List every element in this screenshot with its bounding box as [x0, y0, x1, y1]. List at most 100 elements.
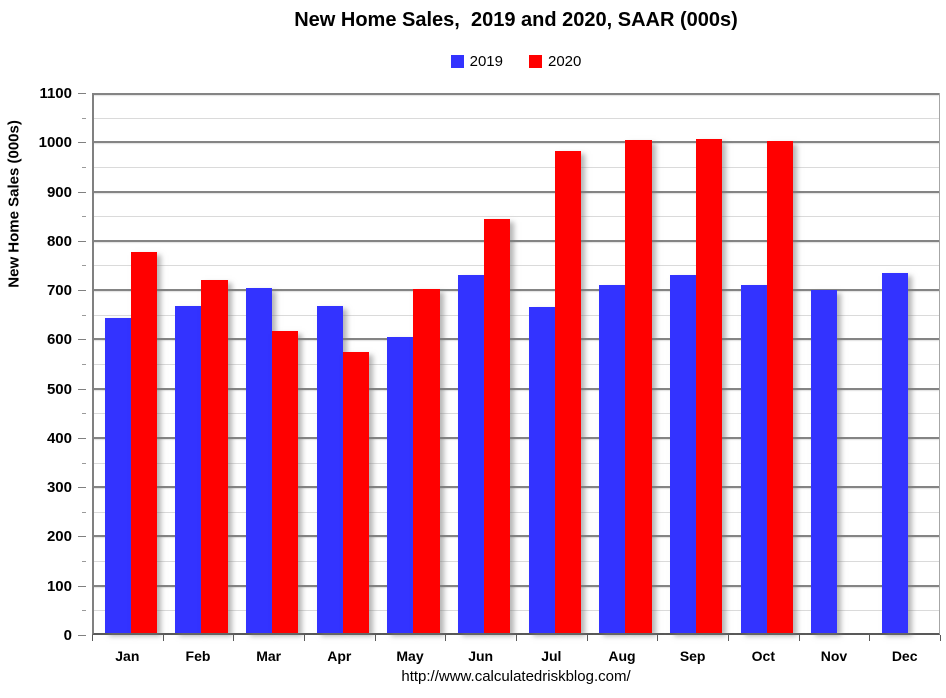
y-tick-mark-minor — [82, 314, 86, 316]
y-tick-label: 1000 — [38, 134, 72, 152]
y-tick-mark-minor — [82, 610, 86, 612]
bar-2019-Aug — [599, 285, 626, 633]
gridline-minor — [94, 462, 939, 464]
y-tick-mark — [78, 635, 86, 636]
bar-2019-Jan — [104, 317, 131, 633]
y-tick-mark-minor — [82, 364, 86, 365]
bar-2019-Feb — [175, 305, 202, 633]
x-tick-label-Mar: Mar — [256, 648, 282, 664]
gridline-major — [94, 387, 939, 390]
y-tick-label: 300 — [46, 479, 72, 497]
bar-2020-Jun — [484, 219, 511, 633]
x-tick-mark — [728, 635, 729, 641]
y-tick-mark-minor — [82, 561, 86, 563]
y-tick-mark — [78, 388, 86, 390]
gridline-minor — [94, 166, 939, 168]
x-tick-mark — [162, 635, 164, 641]
x-tick-label-Jul: Jul — [541, 648, 562, 664]
y-tick-label: 400 — [46, 429, 72, 447]
x-tick-label-Jun: Jun — [468, 648, 494, 664]
gridline-major — [94, 338, 939, 341]
bar-2019-May — [387, 337, 414, 633]
bar-2020-Jan — [130, 251, 157, 633]
gridline-minor — [94, 117, 939, 119]
y-tick-mark-minor — [82, 511, 86, 513]
y-axis: 0 100 200 300 400 500 600 700 800 900 1000 1100 — [0, 86, 86, 643]
x-tick-label-Aug: Aug — [608, 648, 636, 664]
gridline-minor — [94, 511, 939, 513]
gridline-minor — [94, 413, 939, 415]
legend-label-2019: 2019 — [469, 53, 503, 70]
x-tick-mark — [304, 635, 305, 641]
gridline-major — [94, 141, 939, 144]
y-tick-mark-minor — [82, 413, 86, 415]
y-tick-label: 600 — [46, 331, 72, 349]
y-tick-mark — [78, 487, 86, 489]
legend-item-2019: 2019 — [450, 53, 503, 70]
bar-2019-Oct — [740, 284, 767, 633]
gridline-major — [94, 584, 939, 587]
y-tick-mark — [78, 142, 86, 144]
bar-2020-Feb — [201, 280, 228, 633]
x-tick-label-May: May — [396, 648, 424, 664]
bar-2019-Jul — [528, 307, 555, 633]
legend-swatch-2020-icon — [529, 55, 542, 68]
x-tick-mark — [798, 635, 800, 641]
bar-2019-Jun — [457, 274, 485, 633]
y-tick-mark — [78, 93, 86, 94]
y-tick-mark — [78, 290, 86, 292]
x-tick-label-Nov: Nov — [820, 648, 848, 664]
y-tick-mark — [78, 585, 86, 587]
y-tick-mark-minor — [82, 216, 86, 218]
legend: 2019 2020 — [92, 53, 940, 70]
x-tick-mark — [516, 635, 517, 641]
x-tick-mark — [92, 635, 93, 641]
bar-2020-Mar — [272, 331, 299, 633]
y-tick-mark — [78, 536, 86, 538]
x-tick-mark — [657, 635, 659, 641]
bar-2020-Sep — [696, 139, 723, 633]
x-axis: Jan Feb Mar Apr May Jun Jul Aug Sep Oct Nov Dec — [92, 635, 941, 675]
x-tick-label-Sep: Sep — [679, 648, 706, 664]
legend-label-2020: 2020 — [548, 53, 582, 70]
x-tick-mark — [445, 635, 447, 641]
gridline-minor — [94, 561, 939, 563]
x-tick-mark — [586, 635, 588, 641]
bar-2019-Dec — [881, 272, 909, 633]
x-tick-mark — [869, 635, 871, 641]
y-tick-label: 1100 — [39, 85, 72, 102]
gridline-minor — [94, 265, 939, 267]
bar-2019-Mar — [245, 287, 273, 633]
bar-2020-Apr — [342, 352, 369, 633]
y-tick-label: 200 — [46, 528, 72, 546]
gridline-major — [94, 436, 939, 439]
y-tick-mark — [78, 437, 86, 439]
x-tick-label-Apr: Apr — [327, 648, 352, 664]
y-tick-mark-minor — [82, 166, 86, 168]
x-tick-label-Oct: Oct — [751, 648, 775, 664]
bar-2020-Jul — [554, 150, 581, 633]
y-tick-mark-minor — [82, 265, 86, 267]
bar-2019-Nov — [811, 289, 838, 633]
bar-2020-Oct — [766, 140, 793, 633]
gridline-minor — [94, 216, 939, 218]
bar-2019-Sep — [669, 274, 697, 633]
gridline-major — [94, 239, 939, 242]
x-tick-mark — [374, 635, 376, 641]
y-tick-label: 0 — [63, 627, 72, 644]
gridline-major — [94, 190, 939, 193]
x-tick-label-Feb: Feb — [185, 648, 211, 664]
gridline-major — [94, 535, 939, 538]
bar-2020-May — [413, 289, 440, 633]
y-tick-mark-minor — [82, 117, 86, 119]
y-tick-mark — [78, 191, 86, 193]
gridline-major — [94, 289, 939, 292]
gridline-minor — [94, 364, 939, 365]
bar-2019-Apr — [316, 305, 343, 633]
x-tick-label-Dec: Dec — [891, 648, 918, 664]
legend-item-2020: 2020 — [529, 53, 581, 70]
chart-title: New Home Sales, 2019 and 2020, SAAR (000… — [294, 9, 738, 31]
x-tick-mark — [940, 635, 941, 641]
y-tick-mark-minor — [82, 462, 86, 464]
